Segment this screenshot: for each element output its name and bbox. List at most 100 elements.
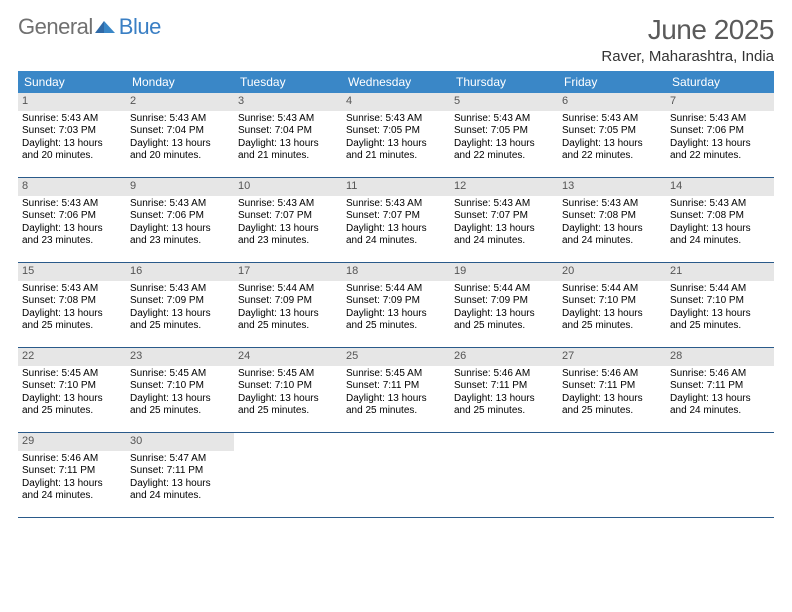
day-body: Sunrise: 5:43 AMSunset: 7:08 PMDaylight:… [558,196,666,252]
location: Raver, Maharashtra, India [601,48,774,65]
sunrise-line: Sunrise: 5:43 AM [562,113,662,126]
day-body: Sunrise: 5:43 AMSunset: 7:07 PMDaylight:… [450,196,558,252]
week-row: 8Sunrise: 5:43 AMSunset: 7:06 PMDaylight… [18,178,774,263]
sunrise-line: Sunrise: 5:43 AM [670,113,770,126]
day-body: Sunrise: 5:44 AMSunset: 7:09 PMDaylight:… [450,281,558,337]
sunset-line: Sunset: 7:05 PM [346,125,446,138]
brand-word1: General [18,14,93,40]
day-cell: 25Sunrise: 5:45 AMSunset: 7:11 PMDayligh… [342,348,450,432]
dow-cell: Monday [126,71,234,93]
day-number: 30 [126,433,234,451]
daylight-line: Daylight: 13 hours and 24 minutes. [562,223,662,248]
day-cell: 27Sunrise: 5:46 AMSunset: 7:11 PMDayligh… [558,348,666,432]
day-number: 25 [342,348,450,366]
day-number: 12 [450,178,558,196]
day-cell: 24Sunrise: 5:45 AMSunset: 7:10 PMDayligh… [234,348,342,432]
sunrise-line: Sunrise: 5:43 AM [562,198,662,211]
day-number: 14 [666,178,774,196]
daylight-line: Daylight: 13 hours and 22 minutes. [670,138,770,163]
sunset-line: Sunset: 7:06 PM [670,125,770,138]
day-body: Sunrise: 5:43 AMSunset: 7:05 PMDaylight:… [450,111,558,167]
day-cell [666,433,774,517]
day-body: Sunrise: 5:43 AMSunset: 7:03 PMDaylight:… [18,111,126,167]
sunset-line: Sunset: 7:11 PM [22,465,122,478]
day-number: 6 [558,93,666,111]
day-body: Sunrise: 5:43 AMSunset: 7:08 PMDaylight:… [666,196,774,252]
day-body: Sunrise: 5:43 AMSunset: 7:07 PMDaylight:… [342,196,450,252]
day-number: 4 [342,93,450,111]
day-number: 2 [126,93,234,111]
day-body: Sunrise: 5:45 AMSunset: 7:10 PMDaylight:… [18,366,126,422]
day-body: Sunrise: 5:47 AMSunset: 7:11 PMDaylight:… [126,451,234,507]
day-cell: 28Sunrise: 5:46 AMSunset: 7:11 PMDayligh… [666,348,774,432]
sunset-line: Sunset: 7:11 PM [346,380,446,393]
day-cell: 5Sunrise: 5:43 AMSunset: 7:05 PMDaylight… [450,93,558,177]
day-cell [234,433,342,517]
day-cell: 14Sunrise: 5:43 AMSunset: 7:08 PMDayligh… [666,178,774,262]
sunrise-line: Sunrise: 5:44 AM [670,283,770,296]
sunrise-line: Sunrise: 5:43 AM [454,198,554,211]
daylight-line: Daylight: 13 hours and 24 minutes. [454,223,554,248]
daylight-line: Daylight: 13 hours and 25 minutes. [130,308,230,333]
sunset-line: Sunset: 7:11 PM [454,380,554,393]
sunset-line: Sunset: 7:11 PM [562,380,662,393]
day-cell: 4Sunrise: 5:43 AMSunset: 7:05 PMDaylight… [342,93,450,177]
day-number: 18 [342,263,450,281]
day-number: 22 [18,348,126,366]
day-body: Sunrise: 5:43 AMSunset: 7:05 PMDaylight:… [558,111,666,167]
sunset-line: Sunset: 7:03 PM [22,125,122,138]
sunrise-line: Sunrise: 5:43 AM [130,198,230,211]
daylight-line: Daylight: 13 hours and 25 minutes. [238,308,338,333]
sunset-line: Sunset: 7:05 PM [454,125,554,138]
day-body: Sunrise: 5:43 AMSunset: 7:04 PMDaylight:… [126,111,234,167]
daylight-line: Daylight: 13 hours and 25 minutes. [238,393,338,418]
sunset-line: Sunset: 7:05 PM [562,125,662,138]
sunset-line: Sunset: 7:07 PM [238,210,338,223]
day-cell: 17Sunrise: 5:44 AMSunset: 7:09 PMDayligh… [234,263,342,347]
calendar-weeks: 1Sunrise: 5:43 AMSunset: 7:03 PMDaylight… [18,93,774,518]
sunrise-line: Sunrise: 5:44 AM [454,283,554,296]
day-body: Sunrise: 5:43 AMSunset: 7:06 PMDaylight:… [18,196,126,252]
sunrise-line: Sunrise: 5:43 AM [238,113,338,126]
sunset-line: Sunset: 7:07 PM [454,210,554,223]
daylight-line: Daylight: 13 hours and 25 minutes. [22,308,122,333]
day-body: Sunrise: 5:43 AMSunset: 7:07 PMDaylight:… [234,196,342,252]
daylight-line: Daylight: 13 hours and 24 minutes. [130,478,230,503]
day-body: Sunrise: 5:44 AMSunset: 7:09 PMDaylight:… [342,281,450,337]
sunset-line: Sunset: 7:07 PM [346,210,446,223]
dow-header-row: SundayMondayTuesdayWednesdayThursdayFrid… [18,71,774,93]
day-cell: 9Sunrise: 5:43 AMSunset: 7:06 PMDaylight… [126,178,234,262]
day-body: Sunrise: 5:46 AMSunset: 7:11 PMDaylight:… [666,366,774,422]
day-cell: 10Sunrise: 5:43 AMSunset: 7:07 PMDayligh… [234,178,342,262]
dow-cell: Tuesday [234,71,342,93]
day-body: Sunrise: 5:44 AMSunset: 7:10 PMDaylight:… [666,281,774,337]
day-cell: 23Sunrise: 5:45 AMSunset: 7:10 PMDayligh… [126,348,234,432]
day-number: 16 [126,263,234,281]
day-cell: 15Sunrise: 5:43 AMSunset: 7:08 PMDayligh… [18,263,126,347]
sunset-line: Sunset: 7:04 PM [130,125,230,138]
sunset-line: Sunset: 7:10 PM [238,380,338,393]
month-title: June 2025 [601,14,774,46]
week-row: 1Sunrise: 5:43 AMSunset: 7:03 PMDaylight… [18,93,774,178]
daylight-line: Daylight: 13 hours and 23 minutes. [22,223,122,248]
day-body: Sunrise: 5:46 AMSunset: 7:11 PMDaylight:… [558,366,666,422]
day-cell: 29Sunrise: 5:46 AMSunset: 7:11 PMDayligh… [18,433,126,517]
sunrise-line: Sunrise: 5:43 AM [130,113,230,126]
day-body: Sunrise: 5:43 AMSunset: 7:04 PMDaylight:… [234,111,342,167]
day-number: 9 [126,178,234,196]
sunset-line: Sunset: 7:10 PM [670,295,770,308]
day-number: 3 [234,93,342,111]
day-cell: 8Sunrise: 5:43 AMSunset: 7:06 PMDaylight… [18,178,126,262]
sunset-line: Sunset: 7:09 PM [454,295,554,308]
day-number: 20 [558,263,666,281]
day-cell: 11Sunrise: 5:43 AMSunset: 7:07 PMDayligh… [342,178,450,262]
week-row: 15Sunrise: 5:43 AMSunset: 7:08 PMDayligh… [18,263,774,348]
day-body: Sunrise: 5:45 AMSunset: 7:11 PMDaylight:… [342,366,450,422]
day-body: Sunrise: 5:43 AMSunset: 7:09 PMDaylight:… [126,281,234,337]
day-number: 8 [18,178,126,196]
dow-cell: Wednesday [342,71,450,93]
daylight-line: Daylight: 13 hours and 25 minutes. [562,308,662,333]
sunrise-line: Sunrise: 5:43 AM [130,283,230,296]
day-body: Sunrise: 5:43 AMSunset: 7:06 PMDaylight:… [126,196,234,252]
day-cell: 26Sunrise: 5:46 AMSunset: 7:11 PMDayligh… [450,348,558,432]
